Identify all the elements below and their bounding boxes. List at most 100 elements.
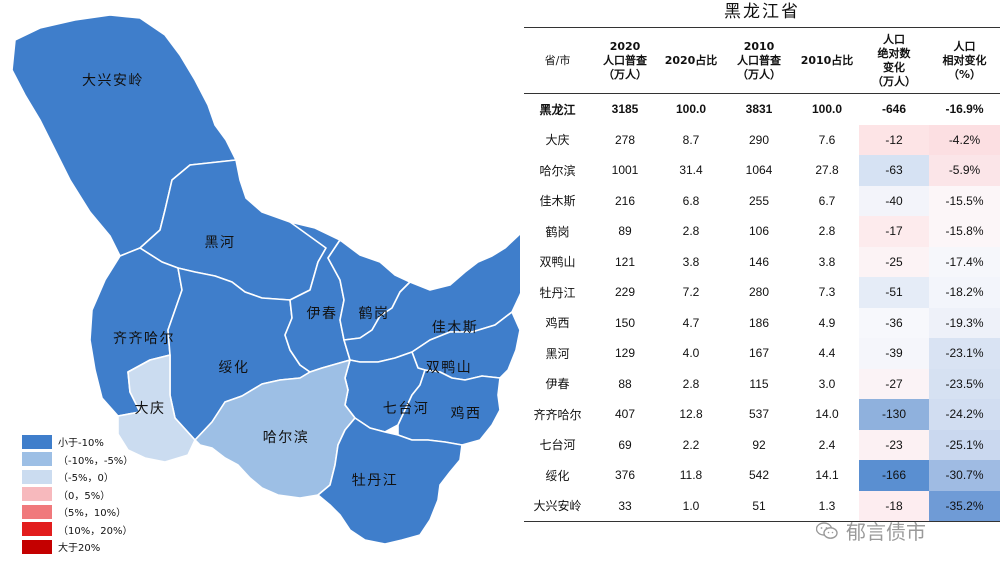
legend-swatch xyxy=(22,452,52,467)
cell-rel-change: -4.2% xyxy=(929,124,1000,155)
cell-pop2020: 33 xyxy=(591,490,659,522)
cell-pop2020: 69 xyxy=(618,437,632,452)
cell-share2020: 31.4 xyxy=(679,163,703,178)
column-header-2: 2020占比 xyxy=(659,27,723,94)
cell-pop2020: 129 xyxy=(614,346,636,361)
label-heihe: 黑河 xyxy=(205,235,236,251)
cell-share2010: 6.7 xyxy=(818,193,836,208)
cell-pop2010: 255 xyxy=(748,193,770,208)
cell-rel-change: -23.1% xyxy=(929,338,1000,369)
cell-rel-change: -5.9% xyxy=(929,155,1000,186)
cell-share2010: 7.3 xyxy=(818,285,836,300)
cell-abs-change: -12 xyxy=(859,124,929,155)
cell-pop2020: 1001 xyxy=(611,163,639,178)
table-row: 双鸭山 121 3.8 146 3.8 -25 -17.4% xyxy=(524,246,1000,277)
cell-pop2020: 278 xyxy=(614,132,636,147)
legend-item: （10%，20%） xyxy=(22,521,133,539)
table-row: 哈尔滨 1001 31.4 1064 27.8 -63 -5.9% xyxy=(524,155,1000,186)
column-header-line: （%） xyxy=(947,67,982,81)
table-row: 七台河 69 2.2 92 2.4 -23 -25.1% xyxy=(524,429,1000,460)
label-qitaihe: 七台河 xyxy=(383,401,430,417)
legend-item: （0，5%） xyxy=(22,486,133,504)
column-header-5: 人口 绝对数 变化 （万人） xyxy=(859,27,929,94)
cell-pop2020: 88 xyxy=(618,376,632,391)
column-header-1: 2020 人口普查 （万人） xyxy=(591,27,659,94)
legend-label: （5%，10%） xyxy=(58,508,127,520)
cell-rel-change: -17.4% xyxy=(929,246,1000,277)
cell-pop2020: 3185 xyxy=(611,102,639,117)
label-daqing: 大庆 xyxy=(135,401,166,417)
label-qiqihaer: 齐齐哈尔 xyxy=(113,331,175,347)
table-row: 齐齐哈尔 407 12.8 537 14.0 -130 -24.2% xyxy=(524,399,1000,430)
wechat-icon xyxy=(816,521,838,539)
table-row: 鹤岗 89 2.8 106 2.8 -17 -15.8% xyxy=(524,216,1000,247)
legend-label: （-5%，0） xyxy=(58,473,114,485)
legend-label: 小于-10% xyxy=(58,438,104,450)
cell-pop2010: 51 xyxy=(723,490,795,522)
cell-name: 哈尔滨 xyxy=(539,163,576,178)
legend-label: （0，5%） xyxy=(58,490,111,502)
cell-pop2010: 537 xyxy=(748,407,770,422)
cell-share2010: 2.8 xyxy=(818,224,836,239)
cell-share2020: 6.8 xyxy=(682,193,700,208)
cell-pop2010: 280 xyxy=(748,285,770,300)
cell-pop2020: 216 xyxy=(614,193,636,208)
cell-share2020: 11.8 xyxy=(679,468,703,483)
column-header-line: 2020占比 xyxy=(664,53,718,67)
legend-label: 大于20% xyxy=(58,543,101,555)
cell-abs-change: -36 xyxy=(859,307,929,338)
cell-rel-change: -23.5% xyxy=(929,368,1000,399)
cell-pop2010: 542 xyxy=(748,468,770,483)
legend-label: （10%，20%） xyxy=(58,525,133,537)
region-mudanjiang xyxy=(317,417,463,545)
cell-pop2010: 1064 xyxy=(745,163,773,178)
table-title: 黑龙江省 xyxy=(724,2,800,22)
legend-swatch xyxy=(22,539,52,554)
column-header-line: 绝对数 xyxy=(877,46,911,60)
cell-name: 七台河 xyxy=(539,438,576,453)
cell-pop2020: 89 xyxy=(618,224,632,239)
table-row: 黑河 129 4.0 167 4.4 -39 -23.1% xyxy=(524,338,1000,369)
watermark-text: 郁言债市 xyxy=(846,520,926,544)
cell-pop2010: 3831 xyxy=(745,102,773,117)
column-header-4: 2010占比 xyxy=(795,27,859,94)
cell-name: 佳木斯 xyxy=(539,194,576,209)
legend-item: （-5%，0） xyxy=(22,468,133,486)
cell-share2020: 3.8 xyxy=(682,254,700,269)
legend-swatch xyxy=(22,487,52,502)
cell-name: 大兴安岭 xyxy=(524,490,591,522)
table-row: 大庆 278 8.7 290 7.6 -12 -4.2% xyxy=(524,124,1000,155)
cell-rel-change: -25.1% xyxy=(929,429,1000,460)
cell-pop2010: 92 xyxy=(752,437,766,452)
cell-name: 齐齐哈尔 xyxy=(533,407,582,422)
cell-abs-change: -23 xyxy=(859,429,929,460)
label-jiamusi: 佳木斯 xyxy=(432,320,479,336)
table-row: 黑龙江 3185 100.0 3831 100.0 -646 -16.9% xyxy=(524,93,1000,125)
cell-abs-change: -17 xyxy=(859,216,929,247)
label-daxinganling: 大兴安岭 xyxy=(82,73,144,89)
cell-name: 牡丹江 xyxy=(539,285,576,300)
cell-abs-change: -18 xyxy=(859,490,929,522)
cell-pop2010: 186 xyxy=(748,315,770,330)
legend-item: （-10%，-5%） xyxy=(22,451,133,469)
column-header-line: 人口普查 xyxy=(737,53,781,67)
cell-share2020: 4.7 xyxy=(682,315,700,330)
legend-item: 大于20% xyxy=(22,538,133,556)
cell-pop2020: 229 xyxy=(614,285,636,300)
label-haerbin: 哈尔滨 xyxy=(263,430,310,446)
column-header-line: 2010占比 xyxy=(800,53,854,67)
legend-item: （5%，10%） xyxy=(22,503,133,521)
label-hegang: 鹤岗 xyxy=(359,306,390,322)
label-suihua: 绥化 xyxy=(219,360,250,376)
cell-pop2020: 407 xyxy=(614,407,636,422)
cell-rel-change: -16.9% xyxy=(929,93,1000,125)
cell-share2010: 4.4 xyxy=(818,346,836,361)
cell-rel-change: -18.2% xyxy=(929,277,1000,308)
cell-abs-change: -27 xyxy=(859,368,929,399)
table-body: 黑龙江 3185 100.0 3831 100.0 -646 -16.9% 大庆 278 8.7 2… xyxy=(524,93,1000,522)
legend-swatch xyxy=(22,504,52,519)
column-header-line: （万人） xyxy=(872,74,916,88)
cell-rel-change: -24.2% xyxy=(929,399,1000,430)
cell-name: 鸡西 xyxy=(545,316,570,331)
cell-name: 鹤岗 xyxy=(545,224,570,239)
